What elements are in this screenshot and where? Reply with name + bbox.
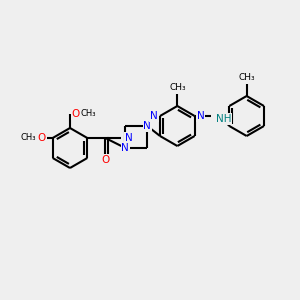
- Text: O: O: [101, 155, 110, 165]
- Text: N: N: [196, 111, 204, 121]
- Text: N: N: [125, 133, 133, 143]
- Text: O: O: [38, 133, 46, 143]
- Text: O: O: [72, 109, 80, 119]
- Text: N: N: [122, 143, 129, 153]
- Text: NH: NH: [216, 114, 231, 124]
- Text: N: N: [150, 111, 158, 121]
- Text: CH₃: CH₃: [80, 110, 96, 118]
- Text: CH₃: CH₃: [169, 83, 186, 92]
- Text: CH₃: CH₃: [21, 134, 36, 142]
- Text: N: N: [143, 121, 151, 131]
- Text: CH₃: CH₃: [238, 74, 255, 82]
